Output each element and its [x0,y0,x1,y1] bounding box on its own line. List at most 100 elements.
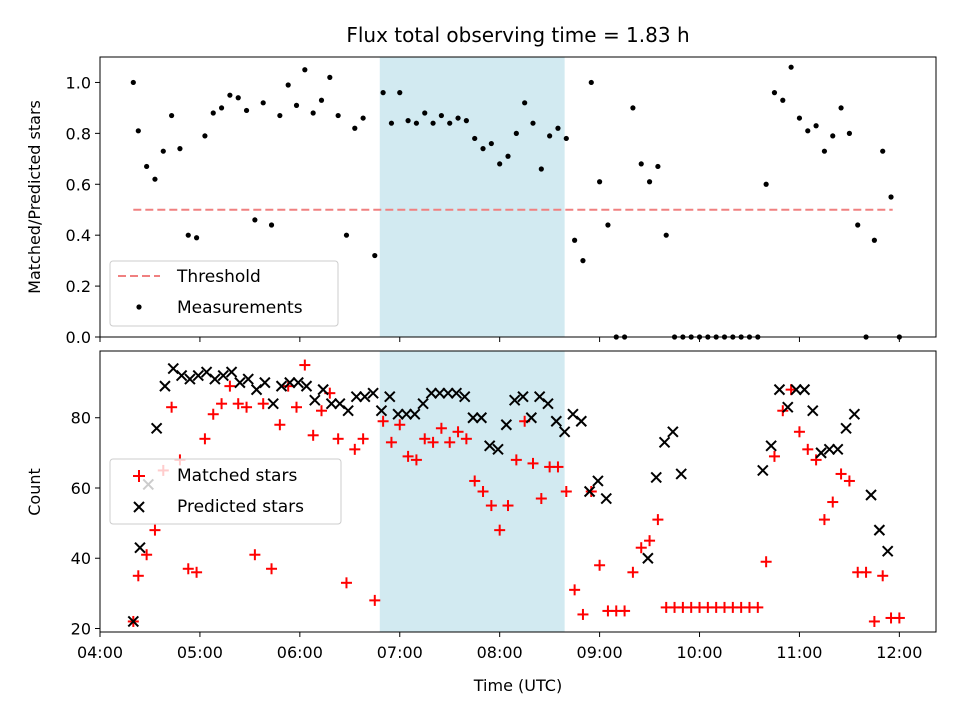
legend-predicted-swatch [133,501,145,513]
predicted-star-point [467,412,479,424]
matched-star-point [369,594,381,606]
matched-star-point [460,433,472,445]
predicted-star-point [848,408,861,420]
matched-star-point [299,359,311,371]
matched-star-point [810,454,822,466]
measurement-point [380,90,386,96]
predicted-star-point [508,394,521,406]
matched-star-point [332,433,344,445]
legend-threshold-label: Threshold [176,267,261,287]
measurement-point [871,237,877,243]
predicted-star-point [434,387,446,399]
measurement-point [302,67,308,73]
predicted-star-point [600,492,612,505]
matched-star-point [802,443,814,455]
matched-star-point [485,500,497,512]
measurement-point [538,166,544,172]
predicted-star-point [225,366,238,378]
matched-star-point [843,475,855,487]
measurement-point [160,148,166,154]
legend-matched-swatch [133,470,145,482]
predicted-star-point [309,394,321,406]
legend-matched-label: Matched stars [177,466,297,486]
predicted-star-point [284,376,296,389]
measurement-point [430,120,436,126]
measurement-point [135,128,141,134]
y-tick-label: 20 [71,619,91,638]
predicted-star-point [483,440,496,452]
matched-star-point [224,380,236,392]
predicted-star-point [209,373,221,385]
figure-title: Flux total observing time = 1.83 h [346,23,689,47]
measurement-point [663,232,669,238]
predicted-star-point [823,443,836,456]
predicted-star-point [542,397,554,410]
predicted-star-point [500,419,513,431]
measurement-point [202,133,208,139]
predicted-star-point [583,485,596,498]
predicted-star-point [384,390,396,403]
matched-star-point [385,436,397,448]
matched-star-point [827,496,839,508]
predicted-star-point [865,489,877,501]
measurement-point [285,82,291,88]
measurement-point [343,232,350,238]
predicted-star-point [359,390,371,403]
measurement-point [838,105,844,111]
predicted-star-point [492,443,504,456]
predicted-star-point [642,552,654,564]
measurement-point [438,112,444,119]
measurement-point [605,222,611,228]
measurement-point [144,163,150,170]
matched-star-point [232,398,244,410]
matched-star-point [477,486,489,497]
matched-star-point [249,549,261,561]
measurement-point [597,179,603,185]
matched-star-point [569,584,581,596]
measurement-point [563,135,569,142]
matched-star-point [282,380,294,392]
predicted-star-point [517,390,529,403]
measurement-point [447,120,453,126]
measurement-point [888,194,894,200]
matched-star-point [435,422,447,434]
matched-star-point [315,405,327,417]
matched-star-point [377,415,389,427]
top-y-axis-label: Matched/Predicted stars [25,100,44,294]
matched-star-point [594,559,606,571]
predicted-star-point [650,471,662,484]
matched-star-point [868,615,880,627]
matched-star-point [199,433,211,445]
y-tick-label: 0.6 [66,175,91,194]
matched-star-point [494,524,506,536]
predicted-star-point [575,415,587,427]
matched-star-point [860,566,872,578]
predicted-star-point [765,440,777,452]
top-axes-frame [99,56,937,338]
y-tick-label: 0.0 [66,328,91,347]
predicted-star-point [459,390,471,403]
matched-star-point [644,535,656,547]
matched-star-point [357,433,369,445]
predicted-star-point [192,369,204,382]
measurement-point [185,232,191,238]
predicted-star-point [790,383,802,396]
matched-star-point [760,556,772,568]
predicted-star-point [409,408,421,420]
x-tick-label: 08:00 [477,643,523,662]
matched-star-point [166,401,178,413]
matched-star-point [752,601,764,613]
predicted-star-point [832,443,844,456]
matched-star-point [552,461,564,473]
predicted-star-point [675,468,687,480]
measurement-point [422,110,428,116]
measurement-point [193,235,200,241]
measurement-point [855,222,861,228]
matched-star-point [627,566,639,578]
predicted-star-point [400,408,413,420]
measurement-point [505,153,511,159]
measurement-point [277,112,283,119]
matched-star-point [257,398,269,410]
predicted-star-point [234,376,246,389]
measurement-point [580,258,586,264]
